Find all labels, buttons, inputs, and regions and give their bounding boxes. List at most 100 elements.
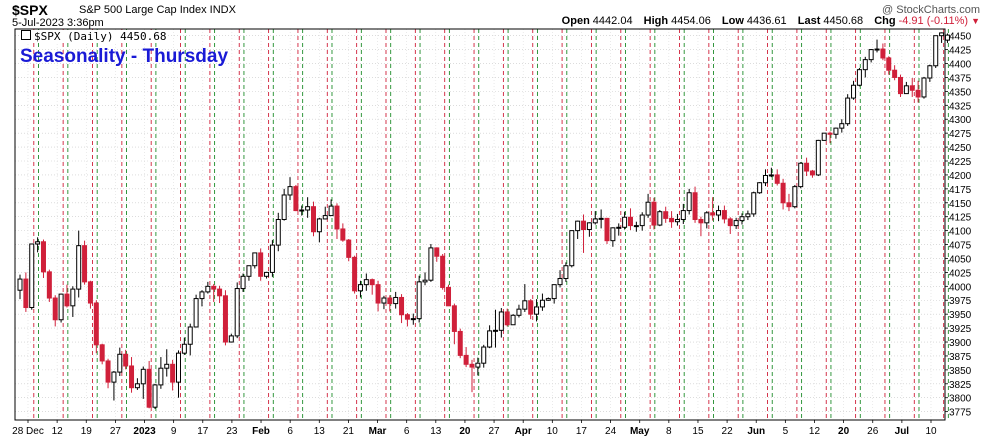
- candle-body: [598, 217, 604, 220]
- y-tick-label: 4275: [949, 129, 972, 140]
- candle-body: [622, 216, 628, 228]
- candle-body: [686, 192, 692, 212]
- y-tick-label: 3950: [949, 310, 972, 321]
- x-tick-label: May: [630, 426, 650, 437]
- candle-body: [35, 241, 41, 245]
- x-tick-label: 17: [197, 426, 209, 437]
- candle-body: [786, 202, 792, 208]
- y-tick-label: 4200: [949, 171, 972, 182]
- y-tick-label: 4000: [949, 282, 972, 293]
- candle-body: [481, 346, 487, 364]
- y-tick-label: 3850: [949, 366, 972, 377]
- candle-body: [663, 211, 669, 219]
- candle-body: [504, 311, 510, 326]
- candle-body: [158, 367, 164, 386]
- candle-body: [316, 218, 322, 233]
- candle-body: [792, 186, 798, 208]
- candle-body: [833, 127, 839, 135]
- candle-body: [563, 265, 569, 280]
- x-tick-label: 10: [547, 426, 559, 437]
- candle-body: [146, 368, 152, 408]
- candle-body: [399, 296, 405, 316]
- y-tick-label: 4025: [949, 268, 972, 279]
- candle-body: [581, 220, 587, 231]
- candle-body: [944, 34, 950, 41]
- candle-body: [586, 222, 592, 231]
- candle-body: [164, 363, 170, 369]
- candle-body: [82, 245, 88, 283]
- candle-body: [516, 308, 522, 316]
- candle-body: [446, 286, 452, 307]
- candle-body: [46, 271, 52, 299]
- y-tick-label: 4250: [949, 143, 972, 154]
- candle-body: [363, 279, 369, 286]
- candle-body: [716, 210, 722, 216]
- candle-body: [269, 244, 275, 273]
- high-value: 4454.06: [671, 15, 711, 27]
- x-tick-label: Feb: [252, 426, 270, 437]
- candle-body: [768, 174, 774, 177]
- candle-body: [845, 97, 851, 125]
- candle-body: [258, 252, 264, 277]
- candle-body: [275, 218, 281, 246]
- candle-body: [710, 212, 716, 216]
- candle-body: [140, 368, 146, 385]
- candle-body: [727, 218, 733, 227]
- x-tick-label: Jul: [895, 426, 910, 437]
- candle-body: [181, 343, 187, 354]
- candle-body: [780, 182, 786, 204]
- plot-area: [15, 29, 945, 420]
- candle-body: [404, 314, 410, 320]
- candle-body: [510, 314, 516, 326]
- legend-swatch-icon: [21, 30, 31, 40]
- x-tick-label: 12: [809, 426, 821, 437]
- x-tick-label: 13: [314, 426, 326, 437]
- y-tick-label: 4350: [949, 87, 972, 98]
- candle-body: [234, 288, 240, 337]
- candle-body: [639, 214, 645, 227]
- candle-body: [281, 194, 287, 220]
- candle-body: [469, 363, 475, 368]
- candle-body: [633, 225, 639, 228]
- y-tick-label: 4175: [949, 185, 972, 196]
- candle-body: [721, 210, 727, 220]
- ticker-symbol: $SPX: [12, 2, 48, 18]
- candle-body: [774, 174, 780, 184]
- candle-body: [64, 293, 70, 307]
- candle-body: [821, 132, 827, 141]
- x-tick-label: Apr: [515, 426, 532, 437]
- candle-body: [123, 353, 129, 367]
- candle-body: [610, 227, 616, 242]
- candle-body: [29, 243, 35, 308]
- x-tick-label: 23: [226, 426, 238, 437]
- candle-body: [322, 215, 328, 220]
- candle-body: [616, 226, 622, 229]
- candle-body: [804, 162, 810, 172]
- candle-body: [557, 278, 563, 286]
- candle-body: [492, 329, 498, 332]
- candle-body: [539, 299, 545, 308]
- x-tick-label: 24: [605, 426, 617, 437]
- candle-body: [851, 84, 857, 99]
- open-value: 4442.04: [592, 15, 633, 27]
- y-tick-label: 3975: [949, 296, 972, 307]
- candle-body: [909, 85, 915, 91]
- candle-body: [375, 284, 381, 304]
- x-tick-label: 17: [576, 426, 588, 437]
- candle-body: [809, 170, 815, 176]
- candle-body: [886, 57, 892, 71]
- x-tick-label: 21: [343, 426, 355, 437]
- low-value: 4436.61: [746, 15, 787, 27]
- x-tick-label: Mar: [369, 426, 387, 437]
- x-tick-label: 22: [722, 426, 734, 437]
- candle-body: [334, 205, 340, 230]
- candle-body: [387, 297, 393, 305]
- candle-body: [651, 201, 657, 226]
- candle-body: [522, 300, 528, 310]
- candle-body: [762, 174, 768, 184]
- quote-bar: Open 4442.04 High 4454.06 Low 4436.61 Last 4…: [554, 15, 980, 27]
- candle-body: [175, 352, 181, 383]
- last-label: Last: [797, 15, 821, 27]
- candle-body: [698, 218, 704, 224]
